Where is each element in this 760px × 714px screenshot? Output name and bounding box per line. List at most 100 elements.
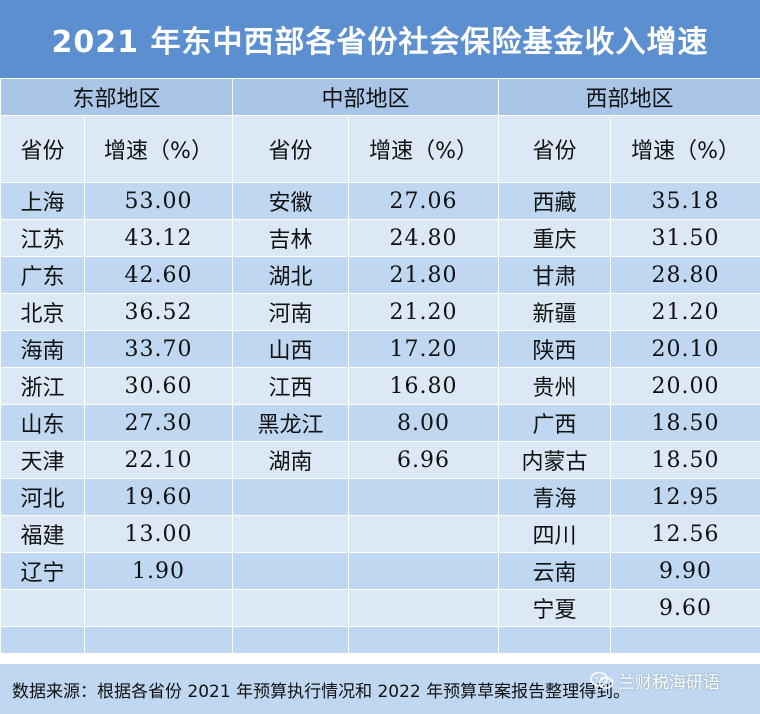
table-row: 北京 36.52 河南 21.20 新疆 21.20 bbox=[0, 293, 760, 331]
table-row: 广东 42.60 湖北 21.80 甘肃 28.80 bbox=[0, 256, 760, 294]
central-province-cell: 湖北 bbox=[232, 256, 350, 294]
central-growth-cell: 16.80 bbox=[348, 367, 500, 405]
watermark: 兰财税海研语 bbox=[590, 668, 720, 693]
east-province-cell bbox=[0, 589, 85, 627]
table-title: 2021 年东中西部各省份社会保险基金收入增速 bbox=[0, 0, 760, 78]
east-growth-cell: 13.00 bbox=[83, 515, 234, 553]
east-growth-cell: 42.60 bbox=[83, 256, 234, 294]
west-province-cell: 重庆 bbox=[498, 219, 612, 257]
central-growth-cell: 17.20 bbox=[348, 330, 500, 368]
spacer-cell bbox=[498, 626, 612, 654]
central-province-cell bbox=[232, 589, 350, 627]
table-row: 江苏 43.12 吉林 24.80 重庆 31.50 bbox=[0, 219, 760, 257]
west-growth-cell: 31.50 bbox=[610, 219, 760, 257]
west-growth-cell: 9.60 bbox=[610, 589, 760, 627]
west-growth-cell: 20.10 bbox=[610, 330, 760, 368]
central-province-cell bbox=[232, 552, 350, 590]
west-growth-cell: 12.56 bbox=[610, 515, 760, 553]
table-row: 福建 13.00 四川 12.56 bbox=[0, 515, 760, 553]
east-province-cell: 海南 bbox=[0, 330, 85, 368]
table-bottom-spacer bbox=[0, 626, 760, 654]
west-province-cell: 西藏 bbox=[498, 182, 612, 220]
table-row: 河北 19.60 青海 12.95 bbox=[0, 478, 760, 516]
table-row: 浙江 30.60 江西 16.80 贵州 20.00 bbox=[0, 367, 760, 405]
east-province-cell: 天津 bbox=[0, 441, 85, 479]
east-province-cell: 福建 bbox=[0, 515, 85, 553]
west-growth-cell: 35.18 bbox=[610, 182, 760, 220]
central-growth-cell bbox=[348, 589, 500, 627]
region-west: 西部地区 bbox=[498, 78, 760, 116]
column-header-province: 省份 bbox=[0, 115, 85, 183]
central-growth-cell: 6.96 bbox=[348, 441, 500, 479]
column-header-growth: 增速（%） bbox=[83, 115, 234, 183]
central-province-cell: 吉林 bbox=[232, 219, 350, 257]
wechat-icon bbox=[590, 671, 614, 689]
spacer-cell bbox=[232, 626, 350, 654]
growth-table: 东部地区 中部地区 西部地区 省份 增速（%） 省份 增速（%） 省份 增速（%… bbox=[0, 78, 760, 654]
data-source-note: 数据来源：根据各省份 2021 年预算执行情况和 2022 年预算草案报告整理得… bbox=[0, 664, 760, 714]
west-province-cell: 陕西 bbox=[498, 330, 612, 368]
region-central: 中部地区 bbox=[232, 78, 500, 116]
east-growth-cell: 33.70 bbox=[83, 330, 234, 368]
table-row: 辽宁 1.90 云南 9.90 bbox=[0, 552, 760, 590]
central-province-cell bbox=[232, 515, 350, 553]
east-growth-cell: 30.60 bbox=[83, 367, 234, 405]
east-growth-cell: 43.12 bbox=[83, 219, 234, 257]
west-province-cell: 青海 bbox=[498, 478, 612, 516]
east-growth-cell bbox=[83, 589, 234, 627]
column-header-growth: 增速（%） bbox=[348, 115, 500, 183]
central-growth-cell bbox=[348, 478, 500, 516]
west-growth-cell: 12.95 bbox=[610, 478, 760, 516]
east-province-cell: 山东 bbox=[0, 404, 85, 442]
column-header-province: 省份 bbox=[498, 115, 612, 183]
table-row: 山东 27.30 黑龙江 8.00 广西 18.50 bbox=[0, 404, 760, 442]
central-growth-cell: 21.20 bbox=[348, 293, 500, 331]
table-row: 宁夏 9.60 bbox=[0, 589, 760, 627]
west-growth-cell: 9.90 bbox=[610, 552, 760, 590]
east-growth-cell: 22.10 bbox=[83, 441, 234, 479]
east-province-cell: 江苏 bbox=[0, 219, 85, 257]
west-province-cell: 新疆 bbox=[498, 293, 612, 331]
spacer-cell bbox=[0, 626, 85, 654]
spacer-cell bbox=[610, 626, 760, 654]
west-growth-cell: 18.50 bbox=[610, 441, 760, 479]
region-east: 东部地区 bbox=[0, 78, 234, 116]
east-province-cell: 上海 bbox=[0, 182, 85, 220]
east-growth-cell: 36.52 bbox=[83, 293, 234, 331]
west-province-cell: 内蒙古 bbox=[498, 441, 612, 479]
east-province-cell: 浙江 bbox=[0, 367, 85, 405]
west-province-cell: 云南 bbox=[498, 552, 612, 590]
west-province-cell: 宁夏 bbox=[498, 589, 612, 627]
central-province-cell: 河南 bbox=[232, 293, 350, 331]
central-growth-cell: 24.80 bbox=[348, 219, 500, 257]
west-province-cell: 广西 bbox=[498, 404, 612, 442]
west-growth-cell: 28.80 bbox=[610, 256, 760, 294]
spacer-cell bbox=[83, 626, 234, 654]
region-header-row: 东部地区 中部地区 西部地区 bbox=[0, 78, 760, 116]
west-province-cell: 甘肃 bbox=[498, 256, 612, 294]
table-row: 上海 53.00 安徽 27.06 西藏 35.18 bbox=[0, 182, 760, 220]
east-province-cell: 河北 bbox=[0, 478, 85, 516]
column-header-growth: 增速（%） bbox=[610, 115, 760, 183]
east-growth-cell: 53.00 bbox=[83, 182, 234, 220]
central-growth-cell bbox=[348, 552, 500, 590]
east-province-cell: 辽宁 bbox=[0, 552, 85, 590]
west-growth-cell: 18.50 bbox=[610, 404, 760, 442]
west-province-cell: 四川 bbox=[498, 515, 612, 553]
east-province-cell: 北京 bbox=[0, 293, 85, 331]
east-growth-cell: 19.60 bbox=[83, 478, 234, 516]
table-row: 天津 22.10 湖南 6.96 内蒙古 18.50 bbox=[0, 441, 760, 479]
column-header-province: 省份 bbox=[232, 115, 350, 183]
central-province-cell bbox=[232, 478, 350, 516]
west-growth-cell: 21.20 bbox=[610, 293, 760, 331]
spacer-cell bbox=[348, 626, 500, 654]
central-growth-cell: 21.80 bbox=[348, 256, 500, 294]
central-province-cell: 江西 bbox=[232, 367, 350, 405]
central-province-cell: 山西 bbox=[232, 330, 350, 368]
central-province-cell: 黑龙江 bbox=[232, 404, 350, 442]
central-growth-cell: 8.00 bbox=[348, 404, 500, 442]
column-header-row: 省份 增速（%） 省份 增速（%） 省份 增速（%） bbox=[0, 115, 760, 183]
east-growth-cell: 27.30 bbox=[83, 404, 234, 442]
east-province-cell: 广东 bbox=[0, 256, 85, 294]
central-province-cell: 湖南 bbox=[232, 441, 350, 479]
